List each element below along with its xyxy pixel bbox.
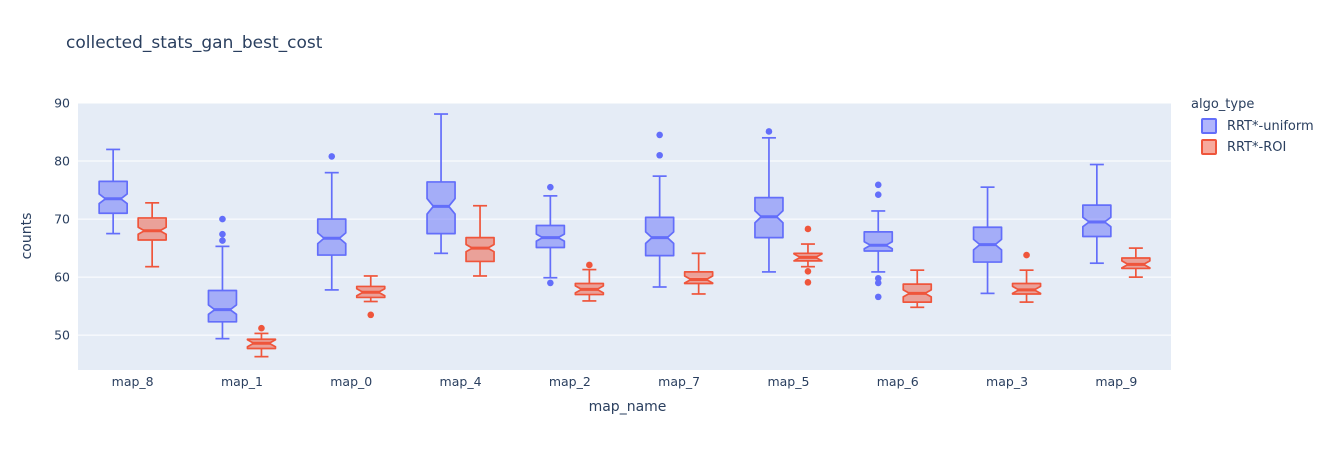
box-map_6-uniform-outlier-4 — [874, 293, 882, 301]
legend-swatch-uniform — [1201, 118, 1217, 134]
legend-swatch-roi — [1201, 139, 1217, 155]
legend-label: RRT*-ROI — [1227, 139, 1287, 155]
box-map_5-uniform-outlier-0 — [765, 128, 773, 135]
box-map_7-roi — [683, 271, 714, 285]
x-tick-label-map_4: map_4 — [440, 374, 482, 389]
box-map_2-roi-outlier-0 — [586, 261, 593, 269]
legend-item-uniform[interactable]: RRT*-uniform — [1201, 118, 1314, 134]
box-map_3-roi-outlier-0 — [1023, 251, 1030, 259]
box-map_6-uniform-outlier-3 — [874, 279, 882, 287]
box-map_1-uniform-outlier-1 — [219, 230, 226, 238]
box-map_2-uniform-outlier-0 — [547, 183, 554, 191]
plot-area — [78, 103, 1171, 370]
x-tick-label-map_9: map_9 — [1095, 374, 1137, 389]
box-map_5-roi-outlier-2 — [804, 279, 812, 286]
y-tick-label-60: 60 — [54, 270, 70, 285]
legend: algo_type RRT*-uniform RRT*-ROI — [1191, 97, 1314, 160]
box-map_1-roi-outlier-0 — [258, 324, 265, 332]
x-tick-label-map_6: map_6 — [877, 374, 919, 389]
y-tick-label-90: 90 — [54, 96, 70, 111]
box-map_7-uniform-outlier-0 — [656, 131, 663, 139]
box-map_2-uniform-outlier-1 — [547, 279, 554, 287]
legend-label: RRT*-uniform — [1227, 118, 1314, 134]
box-map_5-roi-outlier-0 — [804, 225, 812, 233]
y-tick-label-70: 70 — [54, 212, 70, 227]
x-tick-label-map_5: map_5 — [767, 374, 809, 389]
box-map_0-roi-outlier-0 — [367, 311, 375, 319]
x-tick-label-map_1: map_1 — [221, 374, 263, 389]
x-tick-label-map_0: map_0 — [330, 374, 372, 389]
box-map_6-uniform-outlier-0 — [874, 181, 882, 189]
legend-items: RRT*-uniform RRT*-ROI — [1191, 118, 1314, 155]
y-axis-title: counts — [19, 212, 35, 260]
box-map_8-roi — [137, 217, 167, 241]
chart-title: collected_stats_gan_best_cost — [66, 33, 323, 53]
x-tick-label-map_2: map_2 — [549, 374, 591, 389]
box-map_6-uniform-outlier-1 — [874, 191, 882, 199]
legend-title: algo_type — [1191, 97, 1255, 112]
x-tick-label-map_8: map_8 — [112, 374, 154, 389]
box-map_6-uniform-outlier-2 — [874, 274, 882, 282]
x-tick-label-map_7: map_7 — [658, 374, 700, 389]
x-axis-title: map_name — [588, 399, 667, 415]
y-tick-label-80: 80 — [54, 154, 70, 169]
x-tick-label-map_3: map_3 — [986, 374, 1028, 389]
box-map_1-uniform-outlier-2 — [219, 237, 226, 244]
y-tick-label-50: 50 — [54, 328, 70, 343]
box-map_5-roi-outlier-1 — [804, 268, 812, 275]
box-map_0-uniform-outlier-0 — [328, 153, 336, 160]
box-map_7-uniform-outlier-1 — [656, 151, 663, 159]
box-map_6-uniform — [863, 231, 894, 252]
box-map_1-uniform-outlier-0 — [219, 215, 226, 223]
legend-item-roi[interactable]: RRT*-ROI — [1201, 139, 1314, 155]
box-map_1-uniform — [207, 289, 238, 323]
